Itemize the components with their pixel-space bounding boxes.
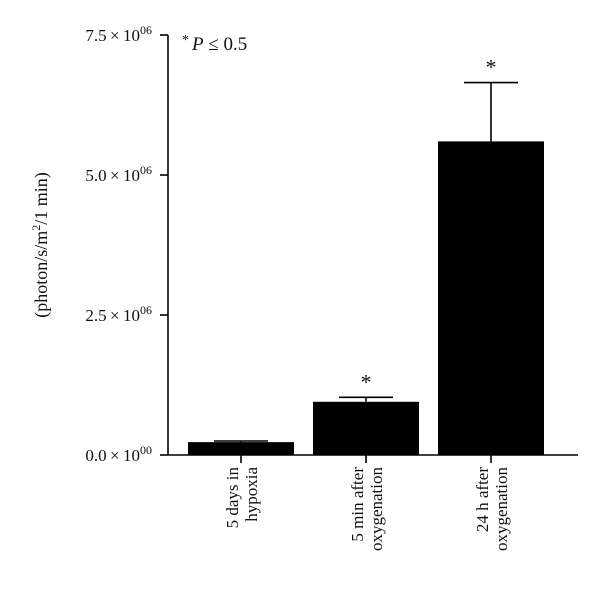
y-tick-label: 5.0 × 1006 <box>85 163 152 185</box>
x-tick-label-1: 5 days inhypoxia <box>223 467 261 529</box>
significance-note: * P ≤ 0.5 <box>182 33 247 55</box>
significance-star-2: * <box>361 369 372 394</box>
bar-2 <box>313 401 419 455</box>
y-tick-label: 2.5 × 1006 <box>85 303 152 325</box>
bars <box>188 141 544 455</box>
y-tick-label: 7.5 × 1006 <box>85 23 152 45</box>
category-label: 24 h afteroxygenation <box>473 467 511 552</box>
x-tick-label-3: 24 h afteroxygenation <box>473 467 511 552</box>
y-tick-label: 0.0 × 1000 <box>85 443 152 465</box>
bar-1 <box>188 442 294 455</box>
bar-3 <box>438 141 544 455</box>
labels: (photon/s/m2/1 min) * P ≤ 0.5 5 days inhypo… <box>29 33 511 551</box>
category-label: 5 days inhypoxia <box>223 467 261 529</box>
category-label: 5 min afteroxygenation <box>348 467 386 552</box>
error-bars <box>214 81 518 443</box>
y-axis-label: (photon/s/m2/1 min) <box>29 172 52 318</box>
significance-star-3: * <box>486 55 497 80</box>
x-tick-label-2: 5 min afteroxygenation <box>348 467 386 552</box>
